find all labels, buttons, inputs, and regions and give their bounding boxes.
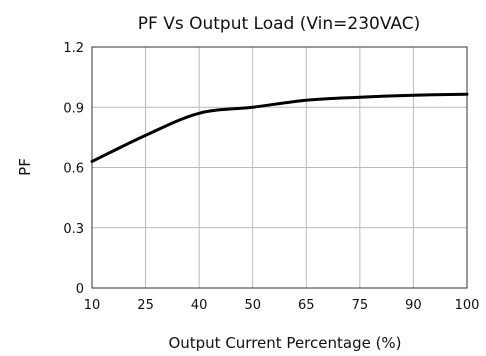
- y-tick-label: 0.3: [63, 222, 84, 237]
- pf-series-line: [90, 92, 469, 163]
- y-tick-label: 1.2: [63, 41, 84, 56]
- y-tick-label: 0.6: [63, 162, 84, 177]
- x-tick-label: 75: [352, 298, 369, 313]
- series-layer: [90, 92, 469, 163]
- chart-title: PF Vs Output Load (Vin=230VAC): [138, 14, 420, 34]
- plot-frame: [91, 46, 468, 289]
- y-axis-label: PF: [16, 158, 34, 176]
- grid: [92, 47, 467, 288]
- x-tick-label: 40: [191, 298, 208, 313]
- x-tick-label: 90: [405, 298, 422, 313]
- y-tick-label: 0.9: [63, 101, 84, 116]
- x-axis-label: Output Current Percentage (%): [168, 334, 401, 352]
- x-tick-label: 100: [455, 298, 480, 313]
- tick-labels: 10 25 40 50 65 75 90 100 0 0.3 0.6 0.9 1.2: [63, 41, 479, 313]
- x-tick-label: 50: [244, 298, 261, 313]
- x-tick-label: 65: [298, 298, 315, 313]
- x-tick-label: 25: [137, 298, 154, 313]
- y-tick-label: 0: [76, 282, 84, 297]
- x-tick-label: 10: [84, 298, 101, 313]
